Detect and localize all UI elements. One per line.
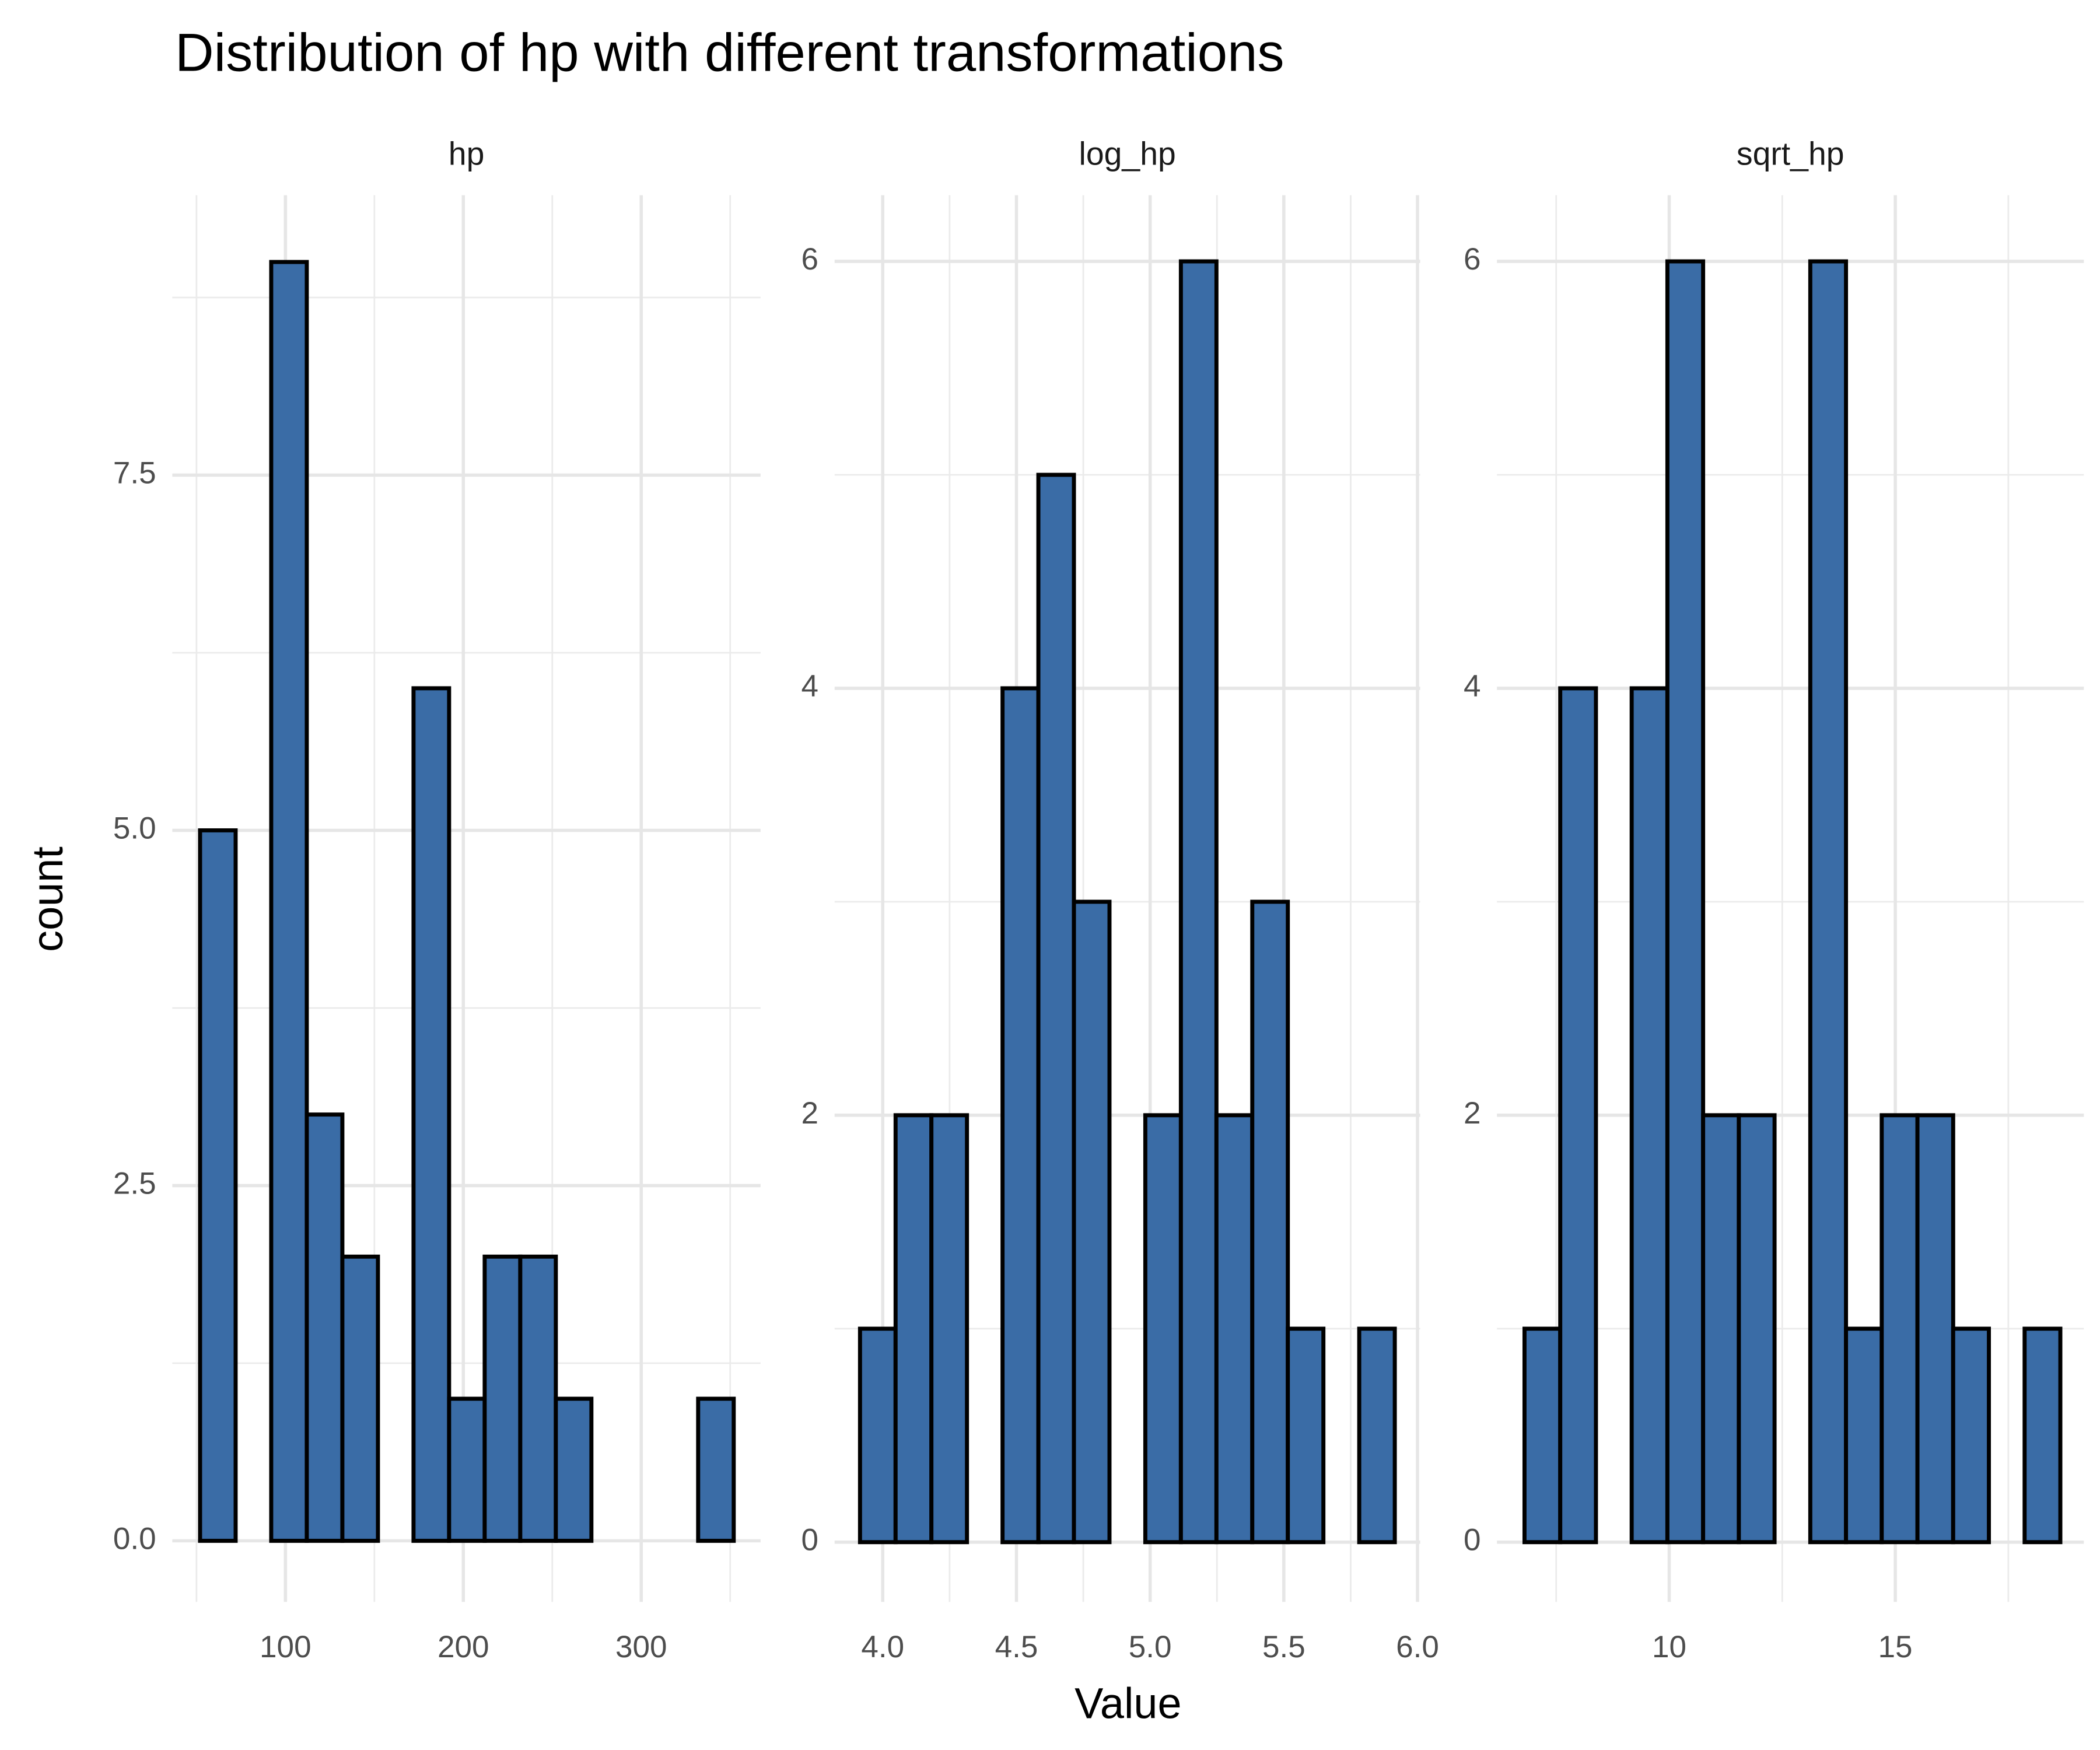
histogram-bar bbox=[696, 1396, 736, 1543]
histogram-bar bbox=[1286, 1326, 1326, 1545]
histogram-bar bbox=[304, 1112, 345, 1543]
histogram-bar bbox=[1357, 1326, 1397, 1545]
y-tick-label: 0.0 bbox=[113, 1521, 156, 1556]
histogram-bar bbox=[1665, 259, 1706, 1545]
x-tick-label: 10 bbox=[1652, 1630, 1686, 1664]
y-tick-label: 4 bbox=[802, 669, 819, 704]
y-tick-label: 7.5 bbox=[113, 456, 156, 491]
histogram-bar bbox=[1629, 686, 1670, 1545]
x-tick-label: 5.0 bbox=[1129, 1630, 1172, 1664]
x-tick-label: 6.0 bbox=[1396, 1630, 1439, 1664]
x-tick-label: 300 bbox=[615, 1630, 667, 1664]
panel-title: sqrt_hp bbox=[1737, 135, 1845, 172]
histogram-bar bbox=[518, 1254, 558, 1543]
y-tick-label: 5.0 bbox=[113, 811, 156, 845]
x-tick-label: 5.5 bbox=[1262, 1630, 1306, 1664]
histogram-bar bbox=[1915, 1113, 1955, 1545]
x-tick-label: 100 bbox=[260, 1630, 312, 1664]
y-tick-label: 4 bbox=[1464, 669, 1481, 704]
histogram-bar bbox=[1844, 1326, 1884, 1545]
histogram-bar bbox=[411, 686, 452, 1543]
histogram-bar bbox=[482, 1254, 523, 1543]
histogram-bar bbox=[447, 1396, 487, 1543]
histogram-bar bbox=[1558, 686, 1598, 1545]
histogram-bar bbox=[1000, 686, 1041, 1545]
histogram-bar bbox=[929, 1113, 970, 1545]
histogram-bar bbox=[1250, 900, 1290, 1545]
panel-title: hp bbox=[449, 135, 485, 172]
y-tick-label: 2.5 bbox=[113, 1166, 156, 1200]
x-tick-label: 15 bbox=[1878, 1630, 1913, 1664]
histogram-bar bbox=[1036, 473, 1076, 1545]
histogram-bar bbox=[1214, 1113, 1255, 1545]
x-tick-label: 4.0 bbox=[861, 1630, 904, 1664]
histogram-bar bbox=[198, 828, 238, 1543]
histogram-bar bbox=[1808, 259, 1849, 1545]
x-tick-label: 4.5 bbox=[995, 1630, 1038, 1664]
panel-title: log_hp bbox=[1079, 135, 1176, 172]
histogram-bar bbox=[340, 1254, 380, 1543]
y-tick-label: 2 bbox=[1464, 1096, 1481, 1130]
x-tick-label: 200 bbox=[438, 1630, 489, 1664]
y-tick-label: 6 bbox=[802, 242, 819, 276]
histogram-bar bbox=[1178, 259, 1219, 1545]
histogram-bar bbox=[269, 260, 309, 1543]
y-tick-label: 0 bbox=[1464, 1523, 1481, 1558]
x-axis-label: Value bbox=[1074, 1679, 1181, 1728]
y-tick-label: 2 bbox=[802, 1096, 819, 1130]
histogram-bar bbox=[1701, 1113, 1741, 1545]
histogram-bar bbox=[893, 1113, 934, 1545]
histogram-bar bbox=[1737, 1113, 1777, 1545]
histogram-bar bbox=[554, 1396, 594, 1543]
y-axis-label: count bbox=[23, 846, 72, 952]
y-tick-label: 0 bbox=[802, 1523, 819, 1558]
histogram-bar bbox=[1143, 1113, 1183, 1545]
y-tick-label: 6 bbox=[1464, 242, 1481, 276]
histogram-bar bbox=[1072, 900, 1112, 1545]
histogram-bar bbox=[1951, 1326, 1991, 1545]
histogram-bar bbox=[2022, 1326, 2063, 1545]
histogram-bar bbox=[1522, 1326, 1563, 1545]
histogram-bar bbox=[1880, 1113, 1920, 1545]
histogram-bar bbox=[858, 1326, 898, 1545]
chart-title: Distribution of hp with different transf… bbox=[175, 22, 1284, 82]
